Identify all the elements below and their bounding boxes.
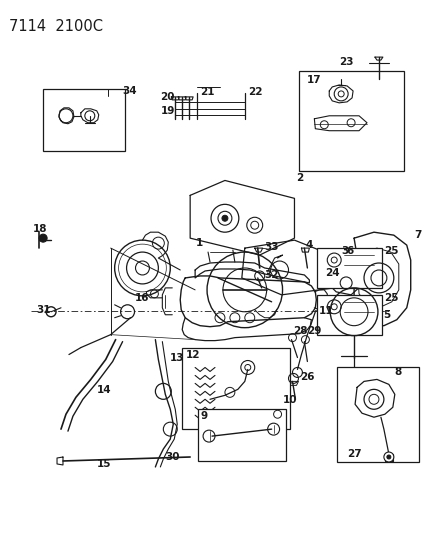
- Text: 6: 6: [346, 246, 354, 256]
- Text: 32: 32: [265, 270, 279, 280]
- Text: 33: 33: [265, 242, 279, 252]
- Bar: [317, 248, 382, 288]
- Text: 18: 18: [33, 224, 48, 234]
- Text: 4: 4: [306, 240, 313, 250]
- Text: 7114  2100C: 7114 2100C: [9, 19, 103, 34]
- Text: 3: 3: [341, 246, 348, 256]
- Bar: [182, 348, 289, 429]
- Text: 9: 9: [200, 411, 207, 421]
- Text: 23: 23: [339, 57, 354, 67]
- Circle shape: [222, 215, 228, 221]
- Text: 5: 5: [383, 310, 390, 320]
- Text: 1: 1: [196, 238, 203, 248]
- Text: 2: 2: [297, 173, 304, 183]
- Text: 19: 19: [160, 106, 175, 116]
- Circle shape: [387, 455, 391, 459]
- Text: 34: 34: [122, 86, 137, 96]
- Text: 20: 20: [160, 92, 175, 102]
- Text: 30: 30: [165, 452, 180, 462]
- Bar: [43, 89, 125, 151]
- Text: 7: 7: [415, 230, 422, 240]
- Circle shape: [39, 234, 47, 242]
- Circle shape: [384, 452, 394, 462]
- Text: 10: 10: [282, 395, 297, 405]
- Bar: [337, 367, 419, 462]
- Text: 28: 28: [294, 326, 308, 336]
- Text: 12: 12: [186, 350, 201, 360]
- Text: 29: 29: [307, 326, 322, 336]
- Text: 22: 22: [248, 87, 262, 97]
- Text: 24: 24: [325, 268, 340, 278]
- Text: 27: 27: [347, 449, 362, 459]
- Bar: [317, 295, 382, 335]
- Text: 16: 16: [134, 293, 149, 303]
- Text: 14: 14: [97, 385, 111, 395]
- Text: 25: 25: [384, 246, 398, 256]
- Text: 26: 26: [300, 373, 315, 383]
- Text: 11: 11: [319, 306, 334, 316]
- Text: 15: 15: [97, 459, 111, 469]
- Bar: [300, 71, 404, 171]
- Text: 8: 8: [395, 367, 402, 377]
- Bar: [198, 409, 285, 461]
- Text: 17: 17: [306, 75, 321, 85]
- Text: 31: 31: [36, 305, 51, 315]
- Text: 21: 21: [200, 87, 214, 97]
- Text: 25: 25: [384, 293, 398, 303]
- Text: 13: 13: [170, 352, 185, 362]
